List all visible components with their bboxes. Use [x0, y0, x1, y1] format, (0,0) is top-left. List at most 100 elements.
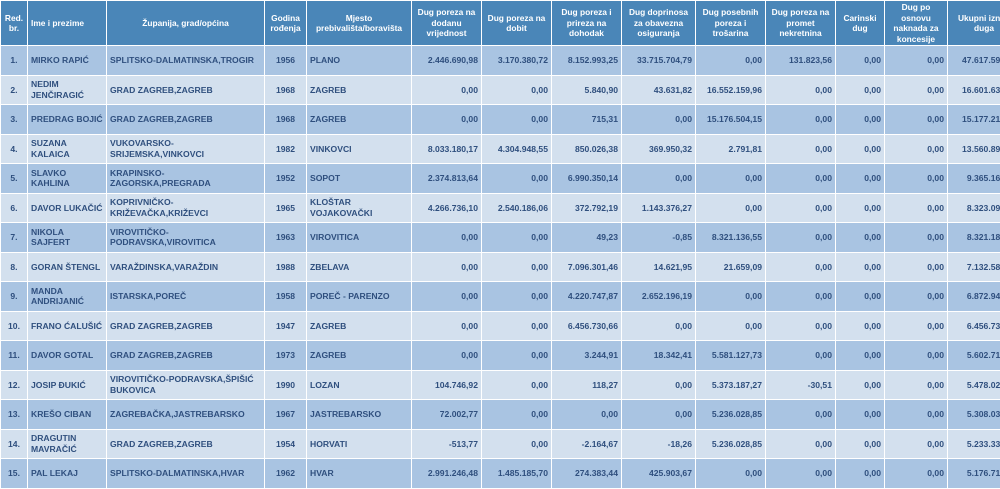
- cell-mjesto: ZAGREB: [307, 341, 412, 371]
- cell-carinski: 0,00: [836, 429, 885, 459]
- cell-carinski: 0,00: [836, 341, 885, 371]
- cell-posebni: 5.236.028,85: [696, 429, 766, 459]
- cell-mjesto: KLOŠTAR VOJAKOVAČKI: [307, 193, 412, 223]
- cell-koncesije: 0,00: [885, 164, 948, 194]
- cell-ukupno: 47.617.593,30: [948, 46, 1000, 76]
- cell-ukupno: 6.456.730,66: [948, 311, 1000, 341]
- cell-dohodak: 6.456.730,66: [552, 311, 622, 341]
- cell-name: FRANO ĆALUŠIĆ: [28, 311, 107, 341]
- cell-nekretnine: 0,00: [766, 311, 836, 341]
- cell-posebni: 5.581.127,73: [696, 341, 766, 371]
- cell-name: MIRKO RAPIĆ: [28, 46, 107, 76]
- cell-name: PAL LEKAJ: [28, 459, 107, 489]
- cell-pdv: 0,00: [412, 311, 482, 341]
- cell-rbr: 5.: [1, 164, 28, 194]
- cell-nekretnine: 0,00: [766, 459, 836, 489]
- cell-nekretnine: 0,00: [766, 134, 836, 164]
- cell-carinski: 0,00: [836, 105, 885, 135]
- cell-dobit: 0,00: [482, 252, 552, 282]
- cell-koncesije: 0,00: [885, 105, 948, 135]
- cell-doprinosi: 1.143.376,27: [622, 193, 696, 223]
- cell-godina: 1988: [265, 252, 307, 282]
- cell-doprinosi: 369.950,32: [622, 134, 696, 164]
- cell-pdv: 72.002,77: [412, 400, 482, 430]
- cell-rbr: 4.: [1, 134, 28, 164]
- cell-carinski: 0,00: [836, 164, 885, 194]
- cell-doprinosi: -18,26: [622, 429, 696, 459]
- cell-zupanija: VIROVITIČKO-PODRAVSKA,ŠPIŠIĆ BUKOVICA: [107, 370, 265, 400]
- cell-dobit: 0,00: [482, 370, 552, 400]
- cell-pdv: 2.991.246,48: [412, 459, 482, 489]
- cell-zupanija: VARAŽDINSKA,VARAŽDIN: [107, 252, 265, 282]
- header-ukupno: Ukupni iznos duga: [948, 1, 1000, 46]
- cell-ukupno: 5.233.332,15: [948, 429, 1000, 459]
- cell-koncesije: 0,00: [885, 46, 948, 76]
- cell-nekretnine: 0,00: [766, 341, 836, 371]
- cell-rbr: 10.: [1, 311, 28, 341]
- cell-posebni: 0,00: [696, 46, 766, 76]
- cell-dobit: 0,00: [482, 75, 552, 105]
- cell-koncesije: 0,00: [885, 370, 948, 400]
- cell-mjesto: ZBELAVA: [307, 252, 412, 282]
- cell-godina: 1952: [265, 164, 307, 194]
- cell-dobit: 0,00: [482, 429, 552, 459]
- cell-dohodak: 3.244,91: [552, 341, 622, 371]
- cell-rbr: 9.: [1, 282, 28, 312]
- cell-posebni: 0,00: [696, 282, 766, 312]
- cell-name: JOSIP ĐUKIĆ: [28, 370, 107, 400]
- cell-dobit: 0,00: [482, 105, 552, 135]
- cell-pdv: 8.033.180,17: [412, 134, 482, 164]
- cell-pdv: 0,00: [412, 282, 482, 312]
- cell-mjesto: ZAGREB: [307, 311, 412, 341]
- cell-posebni: 0,00: [696, 164, 766, 194]
- cell-name: SUZANA KALAICA: [28, 134, 107, 164]
- cell-name: NEDIM JENČIRAGIĆ: [28, 75, 107, 105]
- cell-carinski: 0,00: [836, 400, 885, 430]
- cell-carinski: 0,00: [836, 75, 885, 105]
- cell-posebni: 2.791,81: [696, 134, 766, 164]
- header-dobit: Dug poreza na dobit: [482, 1, 552, 46]
- cell-godina: 1965: [265, 193, 307, 223]
- cell-dobit: 2.540.186,06: [482, 193, 552, 223]
- cell-carinski: 0,00: [836, 134, 885, 164]
- cell-posebni: 15.176.504,15: [696, 105, 766, 135]
- cell-dobit: 0,00: [482, 164, 552, 194]
- cell-nekretnine: -30,51: [766, 370, 836, 400]
- cell-name: PREDRAG BOJIĆ: [28, 105, 107, 135]
- header-koncesije: Dug po osnovu naknada za koncesije: [885, 1, 948, 46]
- cell-pdv: 2.446.690,98: [412, 46, 482, 76]
- cell-mjesto: POREČ - PARENZO: [307, 282, 412, 312]
- header-rbr: Red. br.: [1, 1, 28, 46]
- cell-name: KREŠO CIBAN: [28, 400, 107, 430]
- cell-dobit: 1.485.185,70: [482, 459, 552, 489]
- cell-nekretnine: 0,00: [766, 164, 836, 194]
- cell-dobit: 0,00: [482, 400, 552, 430]
- cell-dohodak: 6.990.350,14: [552, 164, 622, 194]
- cell-doprinosi: 0,00: [622, 400, 696, 430]
- cell-nekretnine: 0,00: [766, 252, 836, 282]
- cell-godina: 1962: [265, 459, 307, 489]
- cell-posebni: 5.236.028,85: [696, 400, 766, 430]
- cell-godina: 1956: [265, 46, 307, 76]
- header-godina: Godina rođenja: [265, 1, 307, 46]
- cell-dohodak: 8.152.993,25: [552, 46, 622, 76]
- cell-dobit: 0,00: [482, 311, 552, 341]
- cell-mjesto: LOZAN: [307, 370, 412, 400]
- cell-doprinosi: 33.715.704,79: [622, 46, 696, 76]
- cell-godina: 1947: [265, 311, 307, 341]
- cell-rbr: 12.: [1, 370, 28, 400]
- cell-zupanija: GRAD ZAGREB,ZAGREB: [107, 75, 265, 105]
- cell-posebni: 0,00: [696, 311, 766, 341]
- header-carinski: Carinski dug: [836, 1, 885, 46]
- cell-ukupno: 6.872.944,06: [948, 282, 1000, 312]
- cell-doprinosi: 18.342,41: [622, 341, 696, 371]
- cell-pdv: 0,00: [412, 341, 482, 371]
- cell-nekretnine: 0,00: [766, 223, 836, 253]
- cell-posebni: 16.552.159,96: [696, 75, 766, 105]
